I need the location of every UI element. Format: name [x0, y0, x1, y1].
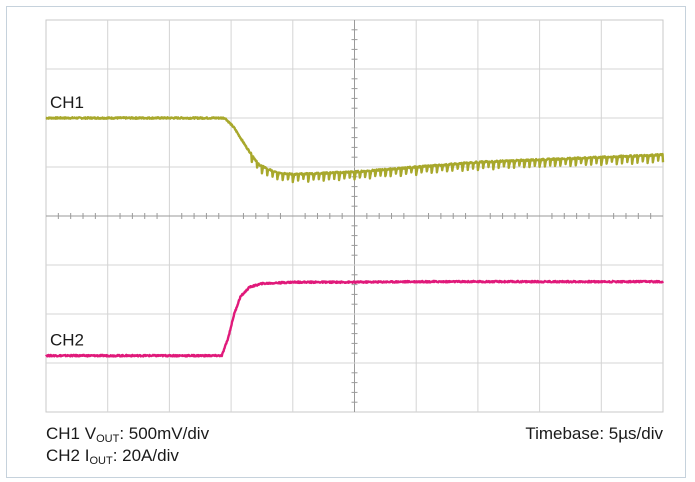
- graticule: [45, 19, 664, 413]
- trace-labels: CH1 CH2: [50, 93, 84, 350]
- ch2-scale-caption: CH2 IOUT: 20A/div: [46, 446, 179, 467]
- trace-ch2: [45, 279, 665, 358]
- trace-label-ch2: CH2: [50, 331, 84, 350]
- figure-frame: [6, 6, 686, 478]
- trace-ch1: [45, 116, 665, 184]
- ch1-scale-caption: CH1 VOUT: 500mV/div: [46, 424, 210, 445]
- timebase-caption: Timebase: 5µs/div: [525, 424, 663, 443]
- traces: [45, 116, 665, 358]
- trace-label-ch1: CH1: [50, 93, 84, 112]
